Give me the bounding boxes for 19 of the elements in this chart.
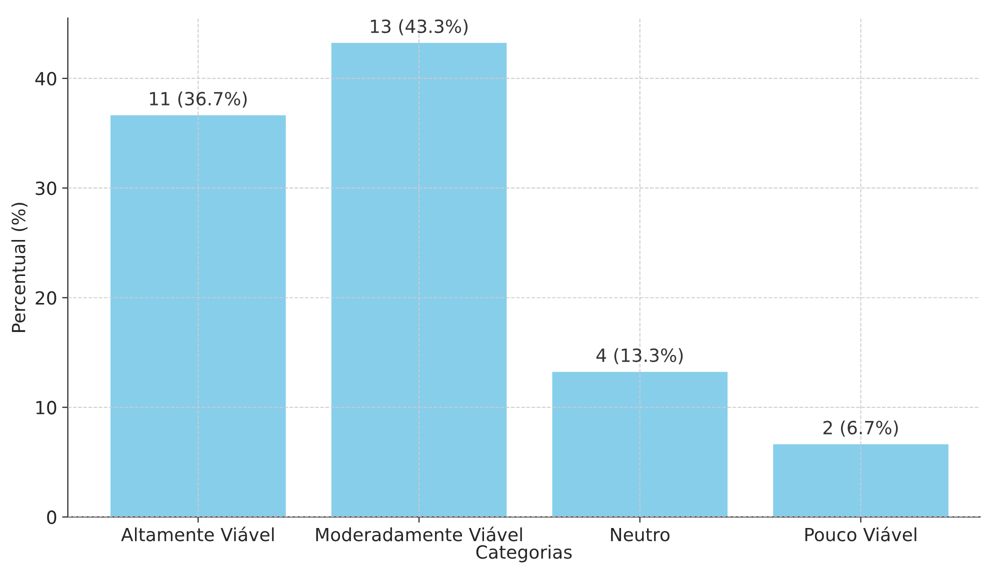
data-label: 13 (43.3%): [370, 19, 468, 36]
y-axis-title: Percentual (%): [11, 202, 28, 332]
bar: [550, 370, 729, 517]
data-label: 11 (36.7%): [150, 92, 247, 108]
bar: [109, 114, 288, 517]
data-label: 2 (6.7%): [824, 420, 898, 437]
x-tick-label: Neutro: [611, 528, 670, 542]
bar: [330, 42, 508, 517]
y-tick-label: 40: [35, 72, 56, 86]
y-tick-label: 10: [36, 400, 56, 414]
data-label: 4 (13.3%): [596, 348, 683, 364]
x-axis-title: Categorias: [476, 544, 572, 562]
x-tick-label: Pouco Viável: [805, 526, 916, 542]
x-tick-label: Altamente Viável: [121, 526, 274, 542]
x-tick-label: Moderadamente Viável: [316, 526, 522, 542]
bar: [772, 442, 950, 517]
y-tick-label: 30: [36, 181, 56, 196]
y-tick-label: 0: [47, 510, 56, 524]
y-tick-label: 20: [36, 291, 56, 305]
